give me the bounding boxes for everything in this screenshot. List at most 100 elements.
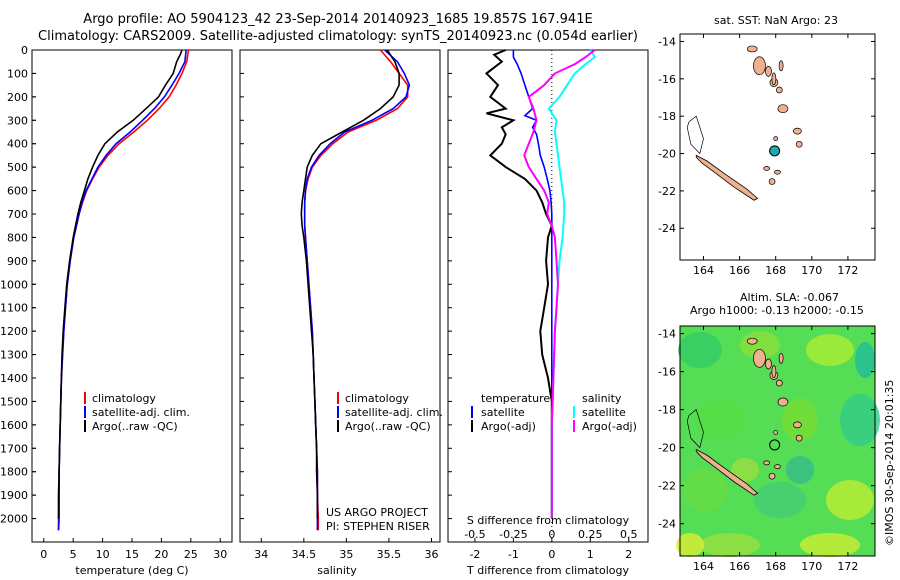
- island: [746, 337, 758, 345]
- island: [795, 140, 803, 148]
- tdiff-satellite-line: [512, 50, 553, 519]
- island: [773, 136, 779, 141]
- salinity-xtick-label: 35: [339, 548, 353, 561]
- map-lon-tick-label: 166: [729, 264, 750, 277]
- island: [793, 421, 802, 429]
- island: [774, 169, 781, 175]
- sdiff-tick-label: 0.5: [620, 528, 638, 541]
- sla-anomaly-patch: [840, 394, 880, 446]
- sla-map-title-line2: Argo h1000: -0.13 h2000: -0.15: [690, 304, 864, 317]
- sal-argo-line: [300, 49, 400, 519]
- reef-outline: [686, 115, 704, 155]
- map-lon-tick-label: 166: [729, 560, 750, 573]
- tdiff-xtick-label: -1: [508, 548, 519, 561]
- sst-map-title: sat. SST: NaN Argo: 23: [714, 14, 838, 27]
- map-lat-tick-label: -24: [658, 518, 676, 531]
- depth-tick-label: 500: [7, 161, 28, 174]
- depth-tick-label: 100: [7, 67, 28, 80]
- sla-anomaly-patch: [786, 456, 814, 484]
- legend-sal-satellite: satellite-adj. clim.: [345, 406, 443, 419]
- sdiff-tick-label: 0: [548, 528, 555, 541]
- depth-tick-label: 200: [7, 91, 28, 104]
- depth-tick-label: 1600: [0, 419, 28, 432]
- sla-anomaly-patch: [806, 334, 854, 366]
- depth-tick-label: 1900: [0, 489, 28, 502]
- map-lon-tick-label: 170: [801, 264, 822, 277]
- map-lon-tick-label: 168: [765, 264, 786, 277]
- sla-anomaly-patch: [800, 533, 860, 557]
- depth-tick-label: 2000: [0, 513, 28, 526]
- sla-anomaly-patch: [694, 400, 746, 440]
- map-lon-tick-label: 172: [837, 560, 858, 573]
- island: [775, 379, 783, 387]
- depth-tick-label: 1000: [0, 278, 28, 291]
- map-lat-tick-label: -22: [658, 480, 676, 493]
- legend-sal-climatology: climatology: [345, 392, 409, 405]
- island: [777, 104, 789, 114]
- island: [778, 352, 784, 364]
- island: [777, 397, 789, 407]
- sdiff-tick-label: 0.25: [578, 528, 603, 541]
- island: [746, 45, 758, 53]
- temperature-panel: 0100200300400500600700800900100011001200…: [0, 44, 233, 577]
- depth-tick-label: 0: [21, 44, 28, 57]
- salinity-xtick-label: 34.5: [292, 548, 317, 561]
- map-lon-tick-label: 164: [693, 560, 714, 573]
- island: [763, 460, 771, 466]
- depth-tick-label: 1100: [0, 302, 28, 315]
- sdiff-tick-label: -0.25: [499, 528, 527, 541]
- temp-argo-line: [57, 49, 183, 519]
- salinity-panel: 34 34.5 35 35.5 36 salinity climatology sate…: [239, 49, 443, 577]
- sla-anomaly-patch: [782, 398, 818, 442]
- legend-temp-argo-adj: Argo(-adj): [481, 420, 536, 433]
- temperature-xtick-label: 10: [96, 548, 110, 561]
- argo-float-marker: [769, 145, 781, 157]
- salinity-xlabel: salinity: [317, 564, 357, 577]
- sla-anomaly-patch: [676, 533, 704, 557]
- sla-anomaly-patch: [678, 332, 722, 368]
- island: [773, 430, 779, 435]
- sla-map-title-line1: Altim. SLA: -0.067: [740, 291, 839, 304]
- depth-tick-label: 700: [7, 208, 28, 221]
- map-lat-tick-label: -18: [658, 404, 676, 417]
- depth-tick-label: 1300: [0, 349, 28, 362]
- map-lon-tick-label: 168: [765, 560, 786, 573]
- tdiff-xtick-label: 2: [625, 548, 632, 561]
- island: [774, 464, 781, 470]
- map-lon-tick-label: 164: [693, 264, 714, 277]
- sla-anomaly-patch: [855, 342, 875, 378]
- legend-temp-climatology: climatology: [92, 392, 156, 405]
- legend-sal-argo: Argo(..raw -QC): [345, 420, 431, 433]
- legend-sal-sat: satellite: [582, 406, 626, 419]
- island: [771, 72, 777, 86]
- depth-tick-label: 1400: [0, 372, 28, 385]
- sst-map: sat. SST: NaN Argo: 23 -14 -16 -18 -20 -22 -2…: [658, 14, 876, 277]
- map-lat-tick-label: -20: [658, 442, 676, 455]
- sla-anomaly-patch: [683, 468, 727, 512]
- difference-legend: temperature satellite Argo(-adj) salinit…: [471, 392, 637, 433]
- depth-tick-label: 1700: [0, 442, 28, 455]
- depth-tick-label: 900: [7, 255, 28, 268]
- map-lon-tick-label: 170: [801, 560, 822, 573]
- map-lat-tick-label: -14: [658, 35, 676, 48]
- argo-float-marker: [769, 439, 781, 451]
- imos-timestamp: ©IMOS 30-Sep-2014 20:01:35: [883, 380, 896, 546]
- island: [763, 166, 771, 171]
- depth-tick-label: 800: [7, 231, 28, 244]
- legend-temp-sat: satellite: [481, 406, 525, 419]
- island: [765, 66, 772, 77]
- island: [753, 348, 766, 368]
- legend-sal-argo-adj: Argo(-adj): [582, 420, 637, 433]
- sla-anomaly-patch: [700, 533, 760, 557]
- temperature-xtick-label: 20: [154, 548, 168, 561]
- map-lat-tick-label: -16: [658, 73, 676, 86]
- salinity-xtick-label: 35.5: [377, 548, 402, 561]
- island: [768, 472, 776, 480]
- island: [765, 358, 772, 370]
- project-note-line1: US ARGO PROJECT: [326, 506, 428, 519]
- tdiff-argo-line: [484, 49, 553, 519]
- legend-salinity-title: salinity: [582, 392, 622, 405]
- island: [778, 60, 784, 72]
- depth-tick-label: 1500: [0, 395, 28, 408]
